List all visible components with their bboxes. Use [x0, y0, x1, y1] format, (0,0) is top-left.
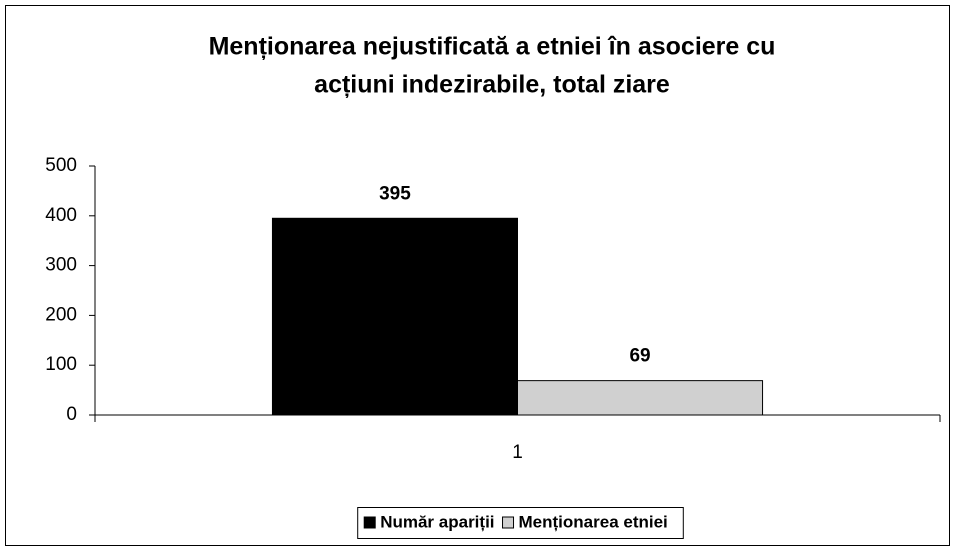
legend-swatch: [363, 516, 376, 529]
chart-title: acțiuni indezirabile, total ziare: [314, 71, 670, 99]
bar: [517, 380, 764, 416]
y-tick-label: 200: [45, 304, 77, 325]
y-tick-label: 0: [66, 404, 77, 425]
y-tick-label: 100: [45, 354, 77, 375]
legend-swatch: [502, 516, 515, 529]
legend-box: [357, 507, 684, 539]
value-label: 69: [629, 346, 650, 367]
chart-title: Menționarea nejustificată a etniei în as…: [209, 33, 776, 61]
x-tick-label: 1: [512, 442, 523, 463]
bar: [271, 217, 519, 416]
y-tick-label: 400: [45, 205, 77, 226]
legend-label: Menționarea etniei: [519, 512, 668, 531]
y-tick-label: 500: [45, 155, 77, 176]
legend-label: Număr apariții: [380, 512, 494, 531]
y-tick-label: 300: [45, 255, 77, 276]
value-label: 395: [379, 183, 411, 204]
